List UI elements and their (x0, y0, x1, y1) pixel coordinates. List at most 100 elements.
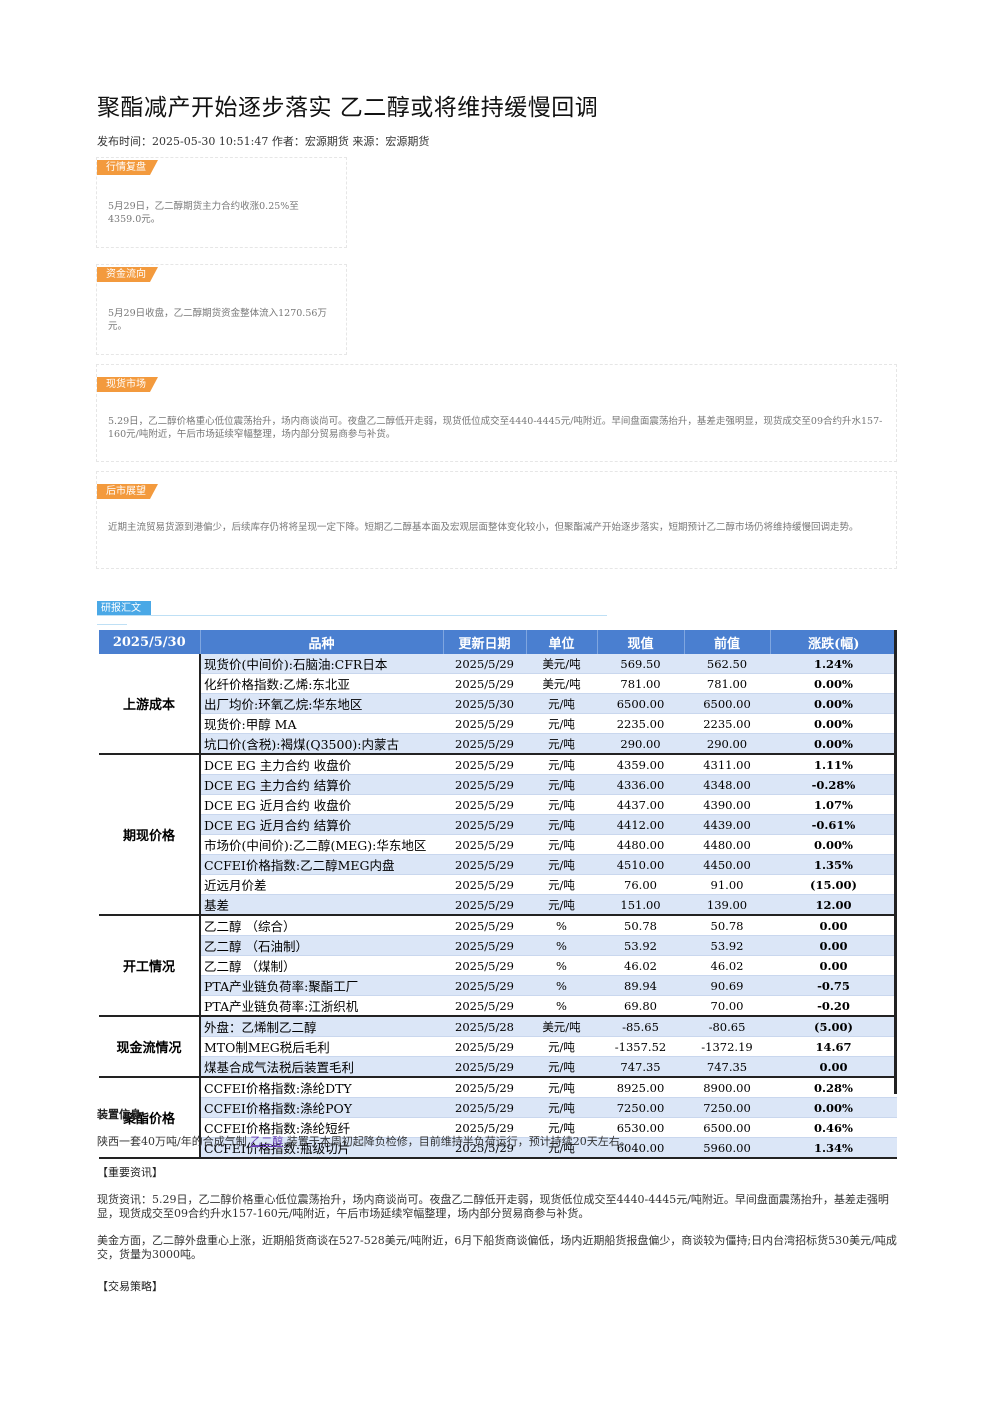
update-date: 2025/5/29 (443, 1077, 526, 1098)
change-value: 12.00 (770, 894, 897, 916)
column-header: 前值 (683, 630, 770, 654)
card-outlook: 后市展望 近期主流贸易货源到港偏少，后续库存仍将将呈现一定下降。短期乙二醇基本面… (96, 471, 897, 569)
card-spot: 现货市场 5.29日，乙二醇价格重心低位震荡抬升，场内商谈尚可。夜盘乙二醇低开走… (96, 364, 897, 462)
change-value: 1.24% (770, 654, 897, 674)
item-name: 化纤价格指数:乙烯:东北亚 (200, 673, 443, 694)
update-date: 2025/5/30 (443, 693, 526, 714)
device-text-after: 装置于本周初起降负检修，目前维持半负荷运行，预计持续20天左右。 (286, 1135, 631, 1148)
unit: 元/吨 (526, 894, 597, 916)
update-date: 2025/5/29 (443, 915, 526, 936)
unit: 元/吨 (526, 794, 597, 815)
current-value: 4412.00 (597, 814, 684, 835)
group-label: 上游成本 (99, 654, 201, 755)
table-row: DCE EG 近月合约 收盘价 2025/5/29 元/吨 4437.00 4390.0… (99, 794, 897, 815)
update-date: 2025/5/29 (443, 935, 526, 956)
item-name: CCFEI价格指数:瓶级切片 (200, 1137, 443, 1159)
current-value: -1357.52 (597, 1036, 684, 1057)
update-date: 2025/5/29 (443, 673, 526, 694)
previous-value: 4480.00 (684, 834, 770, 855)
column-header: 单位 (525, 630, 597, 654)
update-date: 2025/5/29 (443, 1036, 526, 1057)
group-label: 期现价格 (99, 754, 201, 916)
item-name: MTO制MEG税后毛利 (200, 1036, 443, 1057)
unit: 元/吨 (526, 713, 597, 734)
column-header: 2025/5/30 (99, 630, 200, 654)
previous-value: 6500.00 (684, 693, 770, 714)
update-date: 2025/5/28 (443, 1016, 526, 1037)
change-value: -0.28% (770, 774, 897, 795)
device-text-before: 陕西一套40万吨/年的合成气制 (97, 1135, 247, 1148)
current-value: 50.78 (597, 915, 684, 936)
unit: 元/吨 (526, 854, 597, 875)
change-value: 14.67 (770, 1036, 897, 1057)
item-name: 出厂均价:环氧乙烷:华东地区 (200, 693, 443, 714)
table-row: DCE EG 近月合约 结算价 2025/5/29 元/吨 4412.00 4439.0… (99, 814, 897, 835)
update-date: 2025/5/29 (443, 713, 526, 734)
ethylene-glycol-link[interactable]: 乙二醇 (250, 1135, 284, 1148)
previous-value: 70.00 (684, 995, 770, 1017)
change-value: 1.34% (770, 1137, 897, 1159)
table-body: 上游成本 现货价(中间价):石脑油:CFR日本 2025/5/29 美元/吨 569.5… (99, 654, 897, 1159)
change-value: 0.00% (770, 834, 897, 855)
unit: 元/吨 (526, 1097, 597, 1118)
unit: 美元/吨 (526, 673, 597, 694)
item-name: 乙二醇 （综合） (200, 915, 443, 936)
item-name: 近远月价差 (200, 874, 443, 895)
current-value: 290.00 (597, 733, 684, 755)
update-date: 2025/5/29 (443, 1097, 526, 1118)
update-date: 2025/5/29 (443, 654, 526, 674)
previous-value: 747.35 (684, 1056, 770, 1078)
unit: 元/吨 (526, 1056, 597, 1078)
outlook-text: 近期主流贸易货源到港偏少，后续库存仍将将呈现一定下降。短期乙二醇基本面及宏观层面… (108, 522, 859, 533)
table-row: PTA产业链负荷率:聚酯工厂 2025/5/29% 89.94 90.69 -0.75 (99, 975, 897, 996)
item-name: DCE EG 主力合约 结算价 (200, 774, 443, 795)
update-date: 2025/5/29 (443, 1117, 526, 1138)
current-value: 4480.00 (597, 834, 684, 855)
unit: % (526, 975, 597, 996)
item-name: CCFEI价格指数:涤纶POY (200, 1097, 443, 1118)
table-row: 坑口价(含税):褐煤(Q3500):内蒙古 2025/5/29 元/吨 290.00 2… (99, 733, 897, 755)
change-value: -0.75 (770, 975, 897, 996)
change-value: -0.20 (770, 995, 897, 1017)
item-name: 乙二醇 （石油制） (200, 935, 443, 956)
item-name: PTA产业链负荷率:江浙织机 (200, 995, 443, 1017)
item-name: 煤基合成气法税后装置毛利 (200, 1056, 443, 1078)
change-value: 0.00 (770, 915, 897, 936)
current-value: 569.50 (597, 654, 684, 674)
previous-value: 4390.00 (684, 794, 770, 815)
item-name: 坑口价(含税):褐煤(Q3500):内蒙古 (200, 733, 443, 755)
current-value: 4336.00 (597, 774, 684, 795)
unit: 元/吨 (526, 1137, 597, 1159)
change-value: (5.00) (770, 1016, 897, 1037)
table-row: 煤基合成气法税后装置毛利 2025/5/29 元/吨 747.35 747.35 0.00 (99, 1056, 897, 1078)
group-label: 聚酯价格 (99, 1077, 201, 1159)
table-row: CCFEI价格指数:乙二醇MEG内盘 2025/5/29 元/吨 4510.00 445… (99, 854, 897, 875)
table-row: 聚酯价格 CCFEI价格指数:涤纶DTY 2025/5/29 元/吨 8925.00 89… (99, 1077, 897, 1159)
unit: 元/吨 (526, 1117, 597, 1138)
update-date: 2025/5/29 (443, 814, 526, 835)
current-value: 4437.00 (597, 794, 684, 815)
table-row: 化纤价格指数:乙烯:东北亚 2025/5/29 美元/吨 781.00 781.00 0.… (99, 673, 897, 694)
current-value: 53.92 (597, 935, 684, 956)
table-row: 乙二醇 （煤制） 2025/5/29% 46.02 46.02 0.00 (99, 955, 897, 976)
current-value: 6530.00 (597, 1117, 684, 1138)
change-value: 0.28% (770, 1077, 897, 1098)
tag-flow: 资金流向 (97, 267, 158, 282)
column-header: 现值 (596, 630, 684, 654)
current-value: 747.35 (597, 1056, 684, 1078)
table-row: 基差 2025/5/29 元/吨 151.00 139.00 12.00 (99, 894, 897, 916)
previous-value: -1372.19 (684, 1036, 770, 1057)
change-value: 0.00 (770, 935, 897, 956)
current-value: 781.00 (597, 673, 684, 694)
update-date: 2025/5/29 (443, 794, 526, 815)
update-date: 2025/5/29 (443, 975, 526, 996)
update-date: 2025/5/29 (443, 754, 526, 775)
current-value: 76.00 (597, 874, 684, 895)
change-value: -0.61% (770, 814, 897, 835)
previous-value: 4439.00 (684, 814, 770, 835)
unit: 元/吨 (526, 834, 597, 855)
update-date: 2025/5/29 (443, 1137, 526, 1159)
unit: 元/吨 (526, 693, 597, 714)
change-value: 0.00% (770, 733, 897, 755)
item-name: DCE EG 近月合约 结算价 (200, 814, 443, 835)
